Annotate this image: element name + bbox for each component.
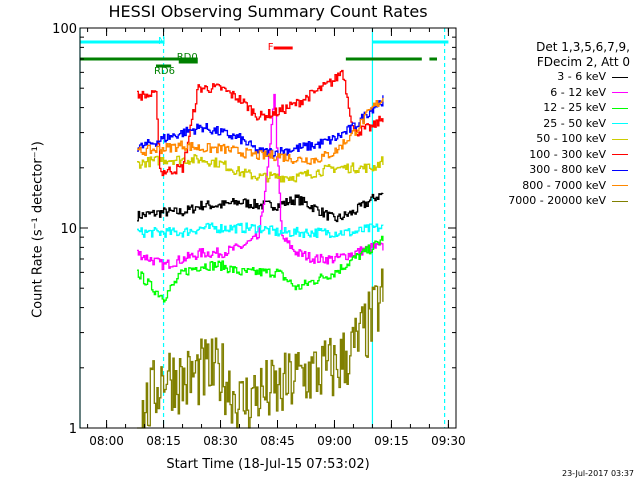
legend-swatch-5 <box>612 154 628 155</box>
legend-label-8: 7000 - 20000 keV <box>508 194 606 207</box>
x-tick-label-5: 09:15 <box>374 434 409 448</box>
legend-label-4: 50 - 100 keV <box>536 132 606 145</box>
legend-item-6: 300 - 800 keV <box>529 163 628 179</box>
chart-title: HESSI Observing Summary Count Rates <box>108 2 428 21</box>
legend-item-2: 12 - 25 keV <box>543 101 628 117</box>
x-tick-label-6: 09:30 <box>431 434 466 448</box>
y-tick-label-2: 100 <box>52 22 77 37</box>
legend-title-line1: Det 1,3,5,6,7,9, <box>536 40 630 54</box>
legend-title-line2: FDecim 2, Att 0 <box>536 55 630 69</box>
series-line-7 <box>137 98 384 165</box>
x-tick-label-4: 09:00 <box>317 434 352 448</box>
y-tick-label-1: 10 <box>60 222 77 237</box>
flag-label-3: RD0 <box>177 52 198 63</box>
x-tick-label-0: 08:00 <box>89 434 124 448</box>
legend-item-0: 3 - 6 keV <box>557 70 628 86</box>
legend-swatch-2 <box>612 107 628 109</box>
flag-label-0: N <box>158 36 165 47</box>
series-line-2 <box>137 235 384 303</box>
y-tick-label-0: 1 <box>69 422 77 437</box>
timestamp: 23-Jul-2017 03:37 <box>561 469 634 478</box>
x-tick-label-1: 08:15 <box>146 434 181 448</box>
legend-label-1: 6 - 12 keV <box>550 85 606 99</box>
legend-swatch-6 <box>612 169 628 171</box>
flag-label-4: F <box>268 42 274 53</box>
legend-swatch-3 <box>612 123 628 124</box>
series-line-0 <box>137 192 384 223</box>
legend-swatch-4 <box>612 138 628 140</box>
series-line-6 <box>137 95 384 158</box>
plot-area <box>80 28 456 428</box>
legend-label-5: 100 - 300 keV <box>529 147 606 161</box>
legend-label-7: 800 - 7000 keV <box>522 178 606 192</box>
legend-swatch-7 <box>612 185 628 186</box>
series-line-3 <box>137 222 384 239</box>
y-axis-label: Count Rate (s⁻¹ detector⁻¹) <box>30 141 46 318</box>
x-axis-label: Start Time (18-Jul-15 07:53:02) <box>166 457 370 472</box>
legend-label-6: 300 - 800 keV <box>529 163 606 176</box>
legend-swatch-0 <box>612 76 628 78</box>
legend-item-5: 100 - 300 keV <box>529 148 628 164</box>
series-line-8 <box>137 268 384 429</box>
legend-item-1: 6 - 12 keV <box>550 86 628 102</box>
flag-label-2: RD6 <box>154 66 175 77</box>
x-tick-label-3: 08:45 <box>260 434 295 448</box>
legend-label-2: 12 - 25 keV <box>543 101 606 114</box>
series-line-5 <box>137 69 384 177</box>
series-line-4 <box>137 154 384 183</box>
legend-label-3: 25 - 50 keV <box>543 116 606 130</box>
legend-label-0: 3 - 6 keV <box>557 70 606 83</box>
legend-item-8: 7000 - 20000 keV <box>508 194 628 210</box>
legend-item-4: 50 - 100 keV <box>536 132 628 148</box>
legend-item-7: 800 - 7000 keV <box>522 179 628 195</box>
legend-swatch-1 <box>612 92 628 93</box>
legend-swatch-8 <box>612 200 628 202</box>
x-tick-label-2: 08:30 <box>203 434 238 448</box>
legend-item-3: 25 - 50 keV <box>543 117 628 133</box>
